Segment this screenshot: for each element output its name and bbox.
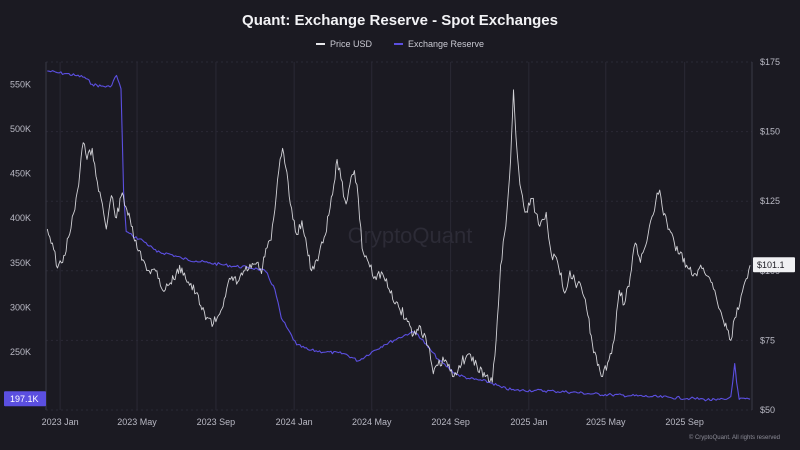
legend-swatch-reserve [393, 43, 403, 45]
legend-label-price: Price USD [329, 39, 372, 49]
grid-layer [46, 61, 752, 411]
copyright-footer: © CryptoQuant. All rights reserved [688, 435, 780, 441]
axis-layer: 2023 Jan 2023 May 2023 Sep 2024 Jan 2024 May… [4, 57, 795, 427]
y-right-tick-label: $175 [760, 57, 780, 67]
y-right-tick-label: $150 [760, 127, 780, 137]
y-left-tick-label: 250K [10, 347, 31, 357]
series-layer [46, 70, 751, 402]
current-price-badge [753, 257, 795, 273]
y-left-tick-label: 450K [10, 169, 31, 179]
x-tick-label: 2025 Sep [665, 417, 704, 427]
current-reserve-label: 197.1K [10, 394, 39, 404]
current-reserve-badge [4, 391, 46, 407]
x-tick-label: 2024 Jan [276, 417, 313, 427]
legend-item-reserve[interactable]: Exchange Reserve [393, 39, 485, 49]
y-right-tick-label: $50 [760, 405, 775, 415]
y-right-tick-label: $125 [760, 196, 780, 206]
x-tick-label: 2025 Jan [510, 417, 547, 427]
y-left-tick-label: 400K [10, 213, 31, 223]
x-tick-label: 2023 Sep [197, 417, 236, 427]
x-tick-label: 2023 Jan [42, 417, 79, 427]
y-left-tick-label: 500K [10, 124, 31, 134]
series-line-exchange-reserve [47, 70, 751, 402]
x-tick-label: 2025 May [586, 417, 626, 427]
chart-title: Quant: Exchange Reserve - Spot Exchanges [242, 12, 558, 29]
current-price-label: $101.1 [757, 260, 785, 270]
series-line-price-usd [46, 89, 751, 383]
legend-item-price[interactable]: Price USD [315, 39, 372, 49]
x-tick-label: 2024 May [352, 417, 392, 427]
x-tick-label: 2024 Sep [431, 417, 470, 427]
x-tick-label: 2023 May [117, 417, 157, 427]
y-left-tick-label: 550K [10, 79, 31, 89]
legend-label-reserve: Exchange Reserve [407, 39, 485, 49]
watermark-text: CryptoQuant [348, 223, 473, 248]
y-left-tick-label: 350K [10, 258, 31, 268]
y-left-tick-label: 300K [10, 302, 31, 312]
legend-swatch-price [315, 43, 325, 45]
y-right-tick-label: $75 [760, 335, 775, 345]
chart-legend: Price USD Exchange Reserve [0, 39, 800, 49]
